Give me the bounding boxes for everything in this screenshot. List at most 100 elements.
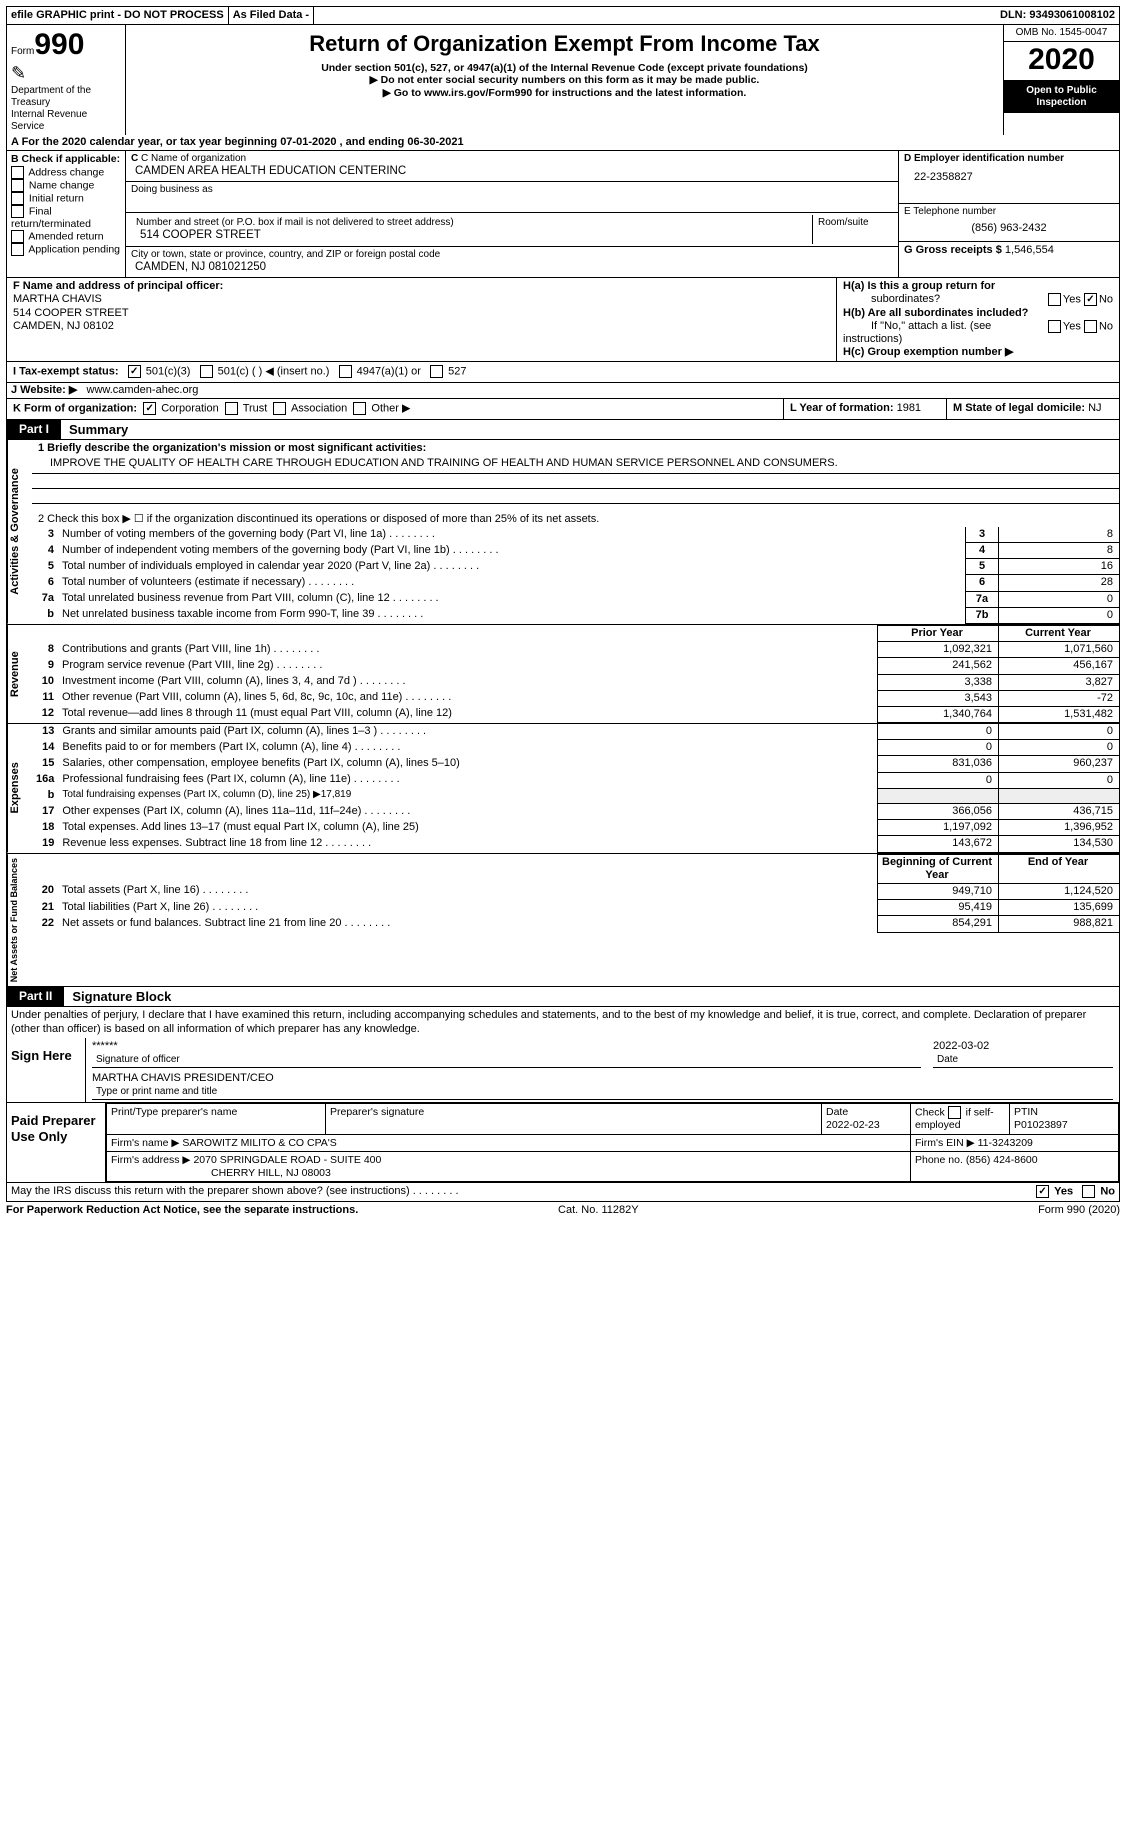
mission-text: IMPROVE THE QUALITY OF HEALTH CARE THROU…	[32, 457, 1119, 473]
net-20-begin: 949,710	[878, 883, 999, 899]
rev-9-cur: 456,167	[999, 658, 1120, 674]
city-state-zip: CAMDEN, NJ 081021250	[131, 261, 893, 275]
checkbox-hb-no[interactable]	[1084, 320, 1097, 333]
form-left: Form990 ✎ Department of the Treasury Int…	[7, 25, 126, 135]
section-governance: Activities & Governance 1 Briefly descri…	[6, 440, 1120, 625]
checkbox-self-employed[interactable]	[948, 1106, 961, 1119]
rev-10-cur: 3,827	[999, 674, 1120, 690]
officer-printed-name: MARTHA CHAVIS PRESIDENT/CEO	[92, 1072, 1113, 1085]
net-21-begin: 95,419	[878, 900, 999, 916]
paid-preparer-block: Paid Preparer Use Only Print/Type prepar…	[6, 1103, 1120, 1183]
exp-19-cur: 134,530	[999, 836, 1120, 852]
revenue-table: Prior YearCurrent Year 8Contributions an…	[32, 625, 1119, 723]
checkbox-amended[interactable]	[11, 230, 24, 243]
sign-block: Sign Here ****** Signature of officer 20…	[6, 1038, 1120, 1103]
section-bcd: B Check if applicable: Address change Na…	[6, 151, 1120, 278]
part-1-header: Part I Summary	[6, 420, 1120, 441]
tab-revenue: Revenue	[7, 625, 32, 723]
exp-18-prior: 1,197,092	[878, 820, 999, 836]
paid-preparer-label: Paid Preparer Use Only	[7, 1103, 106, 1182]
rev-9-prior: 241,562	[878, 658, 999, 674]
firm-phone: (856) 424-8600	[966, 1154, 1038, 1166]
irs-label: Internal Revenue Service	[11, 109, 121, 133]
irs-gov-link[interactable]: www.irs.gov/Form990	[424, 87, 532, 99]
exp-13-prior: 0	[878, 724, 999, 740]
exp-13-cur: 0	[999, 724, 1120, 740]
discuss-row: May the IRS discuss this return with the…	[6, 1183, 1120, 1202]
val-7b: 0	[999, 607, 1120, 623]
governance-table: 3Number of voting members of the governi…	[32, 527, 1119, 624]
net-22-end: 988,821	[999, 916, 1120, 932]
checkbox-assoc[interactable]	[273, 402, 286, 415]
val-5: 16	[999, 559, 1120, 575]
ptin: P01023897	[1014, 1119, 1068, 1131]
val-3: 8	[999, 527, 1120, 543]
exp-15-cur: 960,237	[999, 756, 1120, 772]
tab-governance: Activities & Governance	[7, 440, 32, 624]
subtitle-1: Under section 501(c), 527, or 4947(a)(1)…	[130, 62, 999, 75]
checkbox-name-change[interactable]	[11, 179, 24, 192]
cell-city: City or town, state or province, country…	[126, 247, 898, 277]
prep-date: 2022-02-23	[826, 1119, 880, 1131]
topbar: efile GRAPHIC print - DO NOT PROCESS As …	[6, 6, 1120, 25]
checkbox-ha-yes[interactable]	[1048, 293, 1061, 306]
col-b-header: B Check if applicable:	[11, 153, 120, 165]
perjury-declaration: Under penalties of perjury, I declare th…	[6, 1007, 1120, 1037]
preparer-table: Print/Type preparer's name Preparer's si…	[106, 1103, 1119, 1182]
row-klm: K Form of organization: Corporation Trus…	[6, 399, 1120, 420]
bottom-line: For Paperwork Reduction Act Notice, see …	[6, 1204, 1120, 1217]
val-6: 28	[999, 575, 1120, 591]
val-7a: 0	[999, 591, 1120, 607]
part-2-header: Part II Signature Block	[6, 987, 1120, 1008]
rev-8-prior: 1,092,321	[878, 642, 999, 658]
exp-16a-prior: 0	[878, 772, 999, 788]
efile-label: efile GRAPHIC print - DO NOT PROCESS	[7, 7, 229, 24]
col-d-ein-phone: D Employer identification number 22-2358…	[898, 151, 1119, 277]
dln-value: 93493061008102	[1029, 9, 1115, 21]
cell-phone: E Telephone number (856) 963-2432	[899, 204, 1119, 242]
checkbox-final-return[interactable]	[11, 205, 24, 218]
cell-org-name: C C Name of organization CAMDEN AREA HEA…	[126, 151, 898, 182]
asfiled-label: As Filed Data -	[229, 7, 314, 24]
checkbox-501c3[interactable]	[128, 365, 141, 378]
col-c-org-info: C C Name of organization CAMDEN AREA HEA…	[126, 151, 898, 277]
checkbox-ha-no[interactable]	[1084, 293, 1097, 306]
checkbox-initial-return[interactable]	[11, 192, 24, 205]
group-return: H(a) Is this a group return for subordin…	[837, 278, 1119, 361]
checkbox-trust[interactable]	[225, 402, 238, 415]
row-i-tax-status: I Tax-exempt status: 501(c)(3) 501(c) ( …	[6, 362, 1120, 383]
checkbox-discuss-no[interactable]	[1082, 1185, 1095, 1198]
firm-name: SAROWITZ MILITO & CO CPA'S	[182, 1137, 336, 1149]
checkbox-527[interactable]	[430, 365, 443, 378]
tax-year: 2020	[1004, 42, 1119, 81]
rev-11-cur: -72	[999, 690, 1120, 706]
net-21-end: 135,699	[999, 900, 1120, 916]
expenses-table: 13Grants and similar amounts paid (Part …	[32, 724, 1119, 853]
line-a: A For the 2020 calendar year, or tax yea…	[6, 135, 1120, 151]
subtitle-3: ▶ Go to www.irs.gov/Form990 for instruct…	[130, 87, 999, 100]
street-address: 514 COOPER STREET	[136, 229, 807, 243]
checkbox-corp[interactable]	[143, 402, 156, 415]
checkbox-501c[interactable]	[200, 365, 213, 378]
exp-14-cur: 0	[999, 740, 1120, 756]
section-expenses: Expenses 13Grants and similar amounts pa…	[6, 724, 1120, 854]
form-title: Return of Organization Exempt From Incom…	[130, 31, 999, 57]
section-net-assets: Net Assets or Fund Balances Beginning of…	[6, 854, 1120, 987]
cell-dba: Doing business as	[126, 182, 898, 213]
section-revenue: Revenue Prior YearCurrent Year 8Contribu…	[6, 625, 1120, 724]
dept-treasury: Department of the Treasury	[11, 85, 121, 109]
sign-date: 2022-03-02	[933, 1040, 1113, 1053]
checkbox-discuss-yes[interactable]	[1036, 1185, 1049, 1198]
sign-here-label: Sign Here	[7, 1038, 86, 1102]
ein-value: 22-2358827	[904, 165, 1114, 184]
firm-ein: 11-3243209	[978, 1137, 1033, 1149]
tab-net-assets: Net Assets or Fund Balances	[7, 854, 32, 986]
cat-no: Cat. No. 11282Y	[558, 1204, 639, 1217]
header-right: OMB No. 1545-0047 2020 Open to Public In…	[1003, 25, 1119, 135]
checkbox-4947[interactable]	[339, 365, 352, 378]
checkbox-address-change[interactable]	[11, 166, 24, 179]
checkbox-other[interactable]	[353, 402, 366, 415]
checkbox-app-pending[interactable]	[11, 243, 24, 256]
exp-17-cur: 436,715	[999, 804, 1120, 820]
checkbox-hb-yes[interactable]	[1048, 320, 1061, 333]
